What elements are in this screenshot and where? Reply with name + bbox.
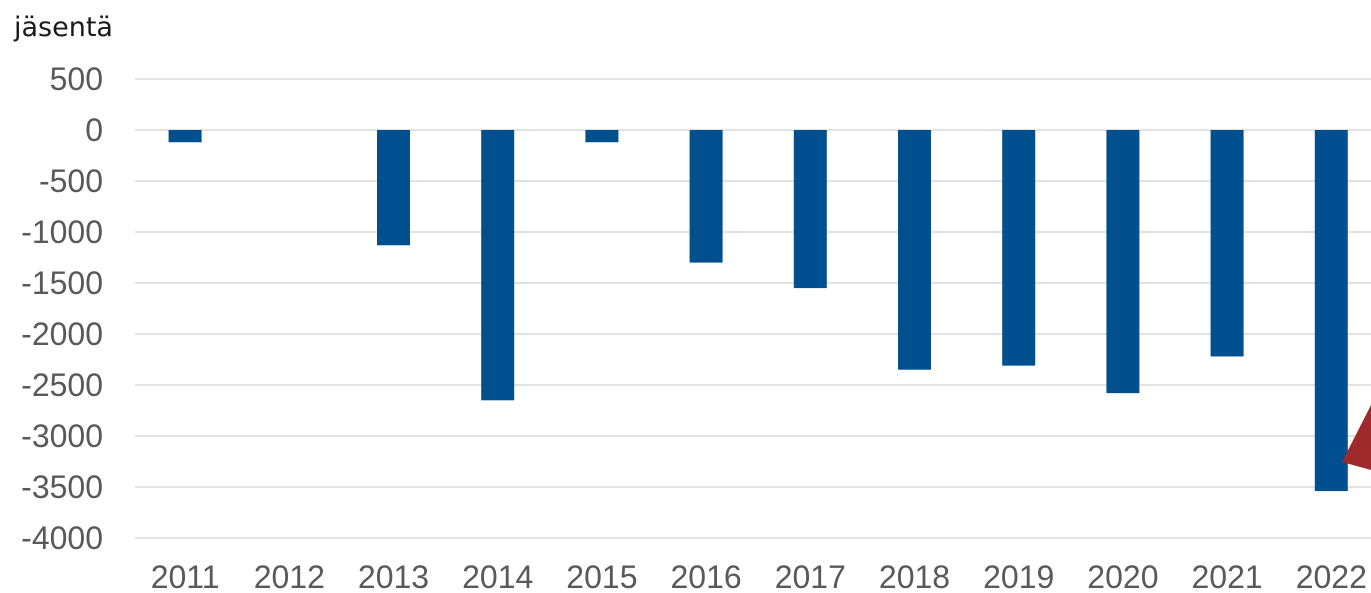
x-axis-ticks: 2011 2012 2013 2014 2015 2016 2017 2018 2019 2020…: [151, 559, 1367, 593]
x-tick-label-2011: 2011: [151, 559, 220, 593]
x-tick-label-2013: 2013: [358, 559, 429, 593]
gridlines: [135, 79, 1371, 538]
bar-2011: [169, 130, 202, 142]
x-tick-label-2020: 2020: [1087, 559, 1158, 593]
bar-2017: [794, 130, 827, 288]
y-tick-label: -4000: [21, 520, 103, 556]
y-tick-label: -1500: [21, 265, 103, 301]
bar-2022: [1315, 130, 1348, 491]
bars: [169, 130, 1348, 491]
y-tick-label: -2500: [21, 367, 103, 403]
y-tick-label: 500: [50, 61, 103, 97]
y-tick-label: -500: [39, 163, 103, 199]
x-tick-label-2022: 2022: [1296, 559, 1367, 593]
y-axis-ticks: 500 0 -500 -1000 -1500 -2000 -2500 -3000 -3500 -4…: [21, 61, 103, 556]
bar-2019: [1002, 130, 1035, 366]
bar-2014: [481, 130, 514, 400]
y-tick-label: -1000: [21, 214, 103, 250]
x-tick-label-2021: 2021: [1192, 559, 1263, 593]
x-tick-label-2014: 2014: [462, 559, 533, 593]
x-tick-label-2015: 2015: [566, 559, 637, 593]
bar-2016: [690, 130, 723, 263]
x-tick-label-2019: 2019: [983, 559, 1054, 593]
x-tick-label-2017: 2017: [775, 559, 846, 593]
y-tick-label: -2000: [21, 316, 103, 352]
y-tick-label: -3500: [21, 469, 103, 505]
y-tick-label: -3000: [21, 418, 103, 454]
bar-2013: [377, 130, 410, 245]
x-tick-label-2016: 2016: [671, 559, 742, 593]
bar-2021: [1211, 130, 1244, 356]
x-tick-label-2012: 2012: [254, 559, 325, 593]
bar-2020: [1106, 130, 1139, 393]
y-tick-label: 0: [85, 112, 103, 148]
x-tick-label-2018: 2018: [879, 559, 950, 593]
bar-2015: [585, 130, 618, 142]
bar-2018: [898, 130, 931, 370]
